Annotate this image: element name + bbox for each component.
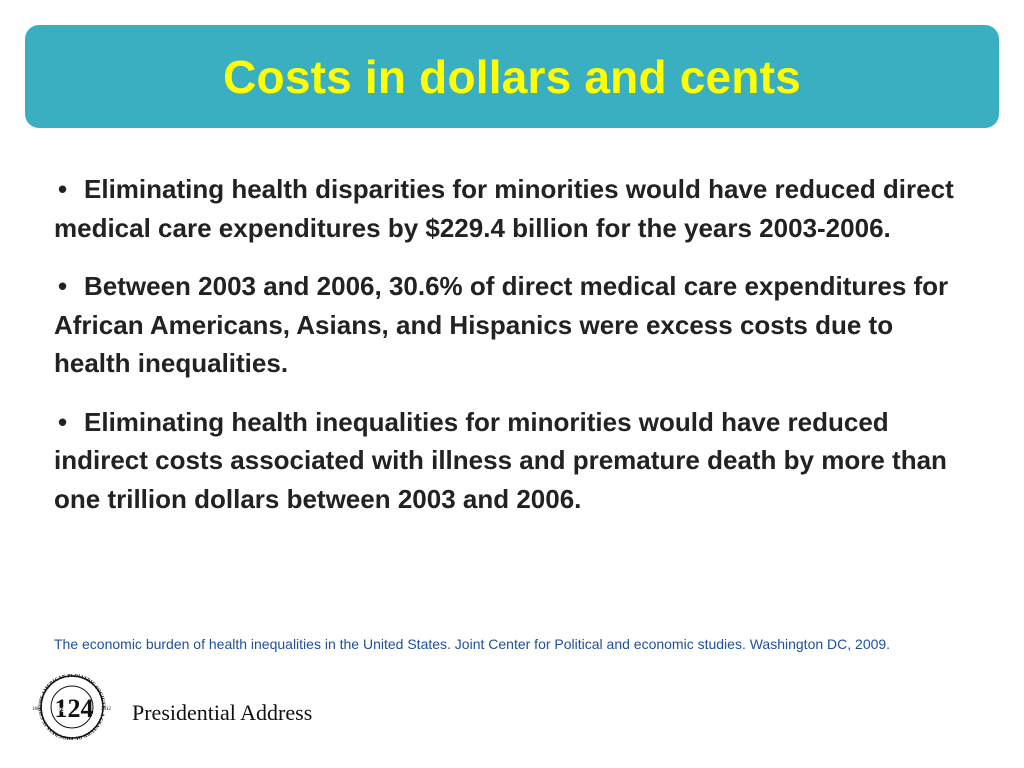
bullet-item: • Eliminating health disparities for mino… bbox=[54, 170, 954, 247]
bullet-list: • Eliminating health disparities for mino… bbox=[54, 170, 954, 538]
bullet-text: Between 2003 and 2006, 30.6% of direct m… bbox=[54, 271, 949, 378]
footer-label: Presidential Address bbox=[132, 700, 313, 725]
bullet-item: • Eliminating health inequalities for min… bbox=[54, 403, 954, 519]
slide-title: Costs in dollars and cents bbox=[223, 50, 801, 103]
bullet-item: • Between 2003 and 2006, 30.6% of direct … bbox=[54, 267, 954, 383]
bullet-marker: • bbox=[58, 174, 68, 204]
seal-initials: APS bbox=[53, 708, 65, 714]
citation: The economic burden of health inequaliti… bbox=[54, 636, 891, 652]
seal-number: 124 bbox=[55, 694, 94, 723]
seal-year-end: 2012 bbox=[101, 707, 112, 712]
bullet-text: Eliminating health inequalities for mino… bbox=[54, 406, 947, 514]
aps-124-seal-icon: THE AMERICAN PEDIATRIC SOCIETY · A CENTU… bbox=[24, 674, 112, 740]
title-banner: Costs in dollars and cents bbox=[25, 25, 999, 128]
bullet-marker: • bbox=[58, 406, 68, 437]
seal-year-start: 1888 bbox=[32, 707, 43, 712]
bullet-marker: • bbox=[58, 271, 68, 301]
bullet-text: Eliminating health disparities for minor… bbox=[54, 174, 954, 243]
